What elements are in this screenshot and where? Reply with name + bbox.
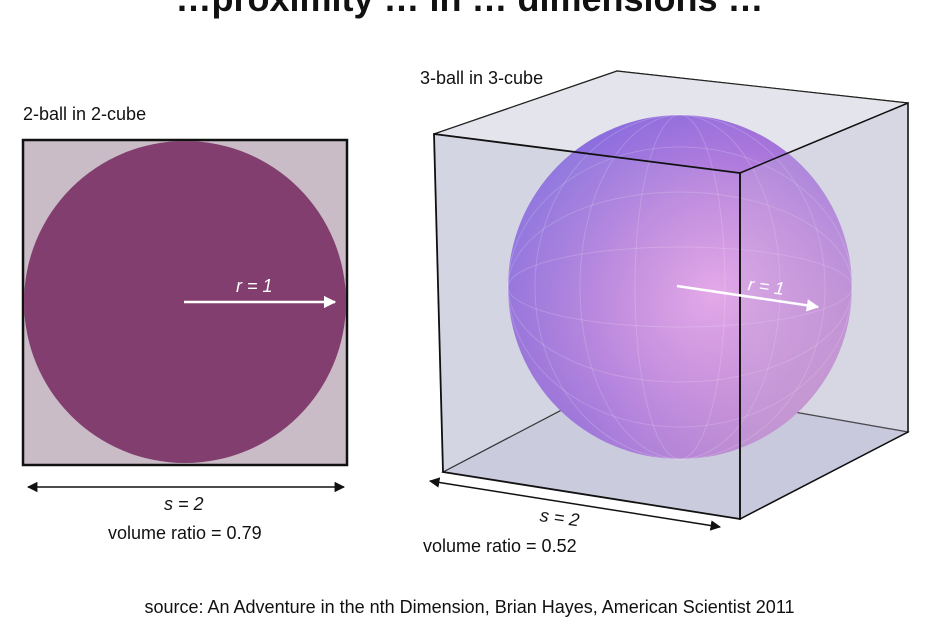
right-volume-ratio: volume ratio = 0.52 <box>423 536 577 556</box>
page-title: …proximity … in … dimensions … <box>0 0 939 20</box>
right-caption: 3-ball in 3-cube <box>420 68 544 88</box>
three-cube-front <box>433 101 909 521</box>
right-side-arrow <box>428 477 722 531</box>
left-caption: 2-ball in 2-cube <box>23 104 147 124</box>
left-radius-label: r = 1 <box>236 276 273 296</box>
right-radius-arrow <box>676 284 820 312</box>
left-volume-ratio: volume ratio = 0.79 <box>108 523 262 543</box>
left-side-label: s = 2 <box>164 494 204 514</box>
source-citation: source: An Adventure in the nth Dimensio… <box>144 597 795 617</box>
